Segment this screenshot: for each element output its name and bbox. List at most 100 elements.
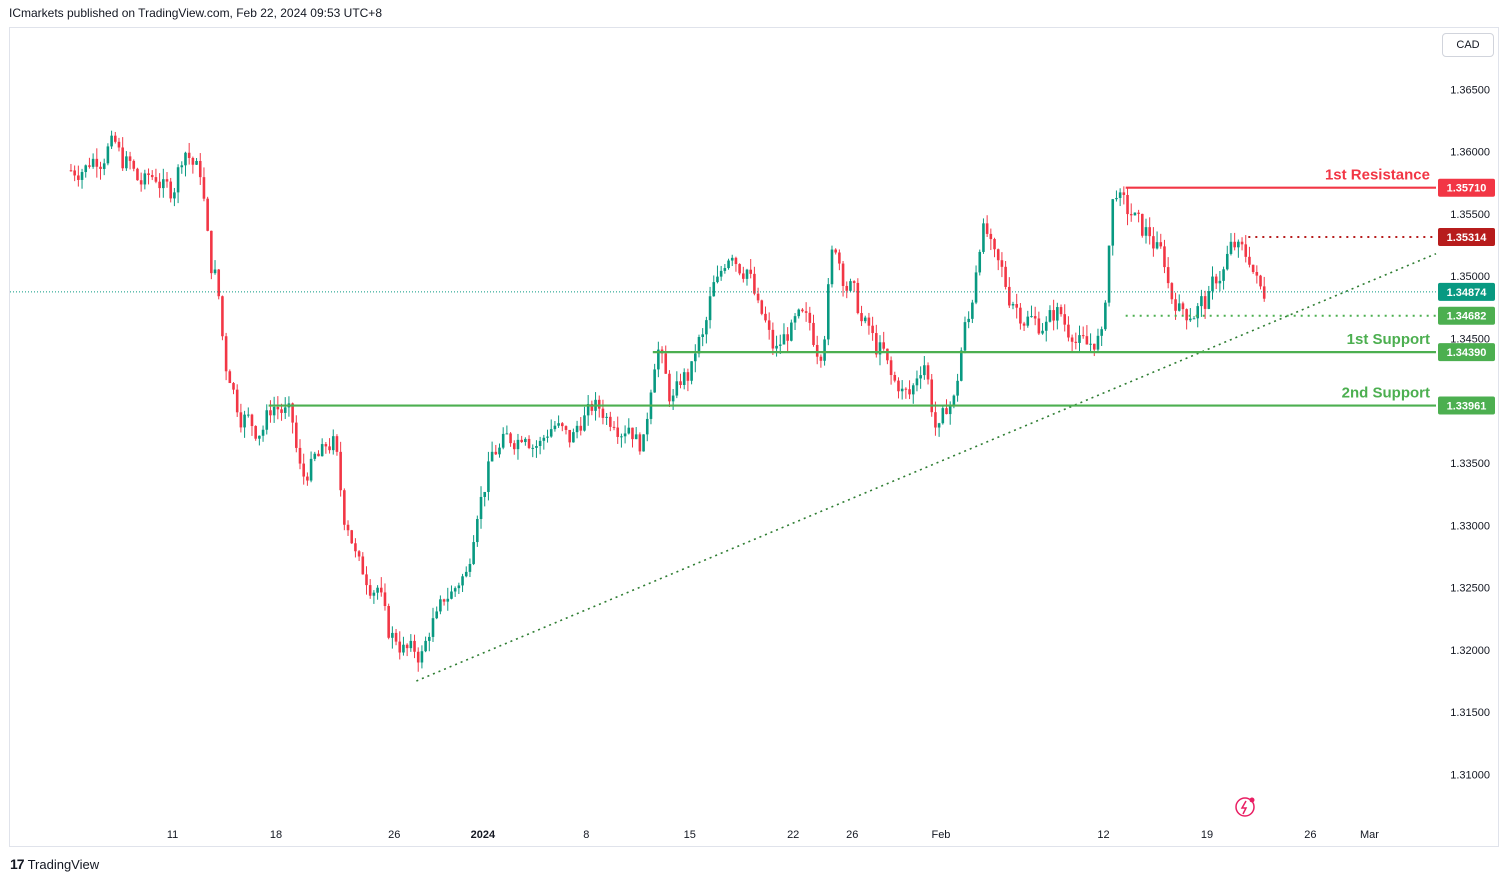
candle-body — [1248, 256, 1251, 265]
candle-body — [923, 365, 926, 376]
candle-body — [202, 177, 206, 199]
candle-body — [612, 426, 616, 428]
candle — [631, 427, 634, 448]
candle — [269, 400, 272, 423]
candle-body — [1229, 241, 1233, 254]
candle — [69, 163, 73, 172]
candle — [446, 587, 450, 611]
candle — [1059, 304, 1063, 317]
candle-body — [620, 436, 623, 438]
tradingview-footer[interactable]: 17 TradingView — [10, 856, 99, 872]
lightning-icon[interactable] — [1235, 797, 1255, 817]
candle — [1192, 315, 1196, 320]
candle-body — [1092, 343, 1096, 350]
candle — [1000, 252, 1004, 278]
y-tick-label: 1.34500 — [1450, 333, 1490, 345]
candle — [158, 173, 161, 198]
x-tick-label: 19 — [1201, 829, 1213, 841]
candle — [128, 151, 132, 170]
candle — [461, 573, 464, 593]
candle — [1181, 301, 1185, 316]
candle-body — [1126, 194, 1129, 215]
candle — [165, 172, 169, 188]
candle — [1041, 323, 1044, 335]
candle-body — [948, 404, 952, 415]
candle-body — [102, 163, 106, 169]
candle-body — [269, 410, 272, 416]
candle — [450, 585, 453, 600]
candle — [147, 168, 150, 185]
candle-body — [498, 447, 501, 455]
x-tick-label: 15 — [684, 829, 696, 841]
candle — [509, 432, 512, 447]
candle-body — [1067, 324, 1070, 338]
candle-body — [904, 388, 908, 390]
candle-body — [239, 412, 243, 428]
candle — [1022, 321, 1026, 332]
candle — [243, 410, 246, 438]
candle-body — [645, 418, 649, 435]
candle-body — [941, 408, 945, 424]
candle-body — [893, 374, 897, 381]
candle-body — [309, 458, 313, 481]
price-tag-bg — [1438, 282, 1495, 301]
candle-body — [147, 173, 150, 176]
candle-body — [930, 379, 934, 413]
candle — [561, 422, 564, 432]
candle-body — [804, 311, 808, 313]
candle — [1056, 302, 1059, 330]
candle — [760, 299, 764, 316]
candle-body — [110, 135, 113, 147]
candle — [1070, 334, 1074, 352]
candle-body — [1192, 318, 1196, 320]
candle-body — [686, 372, 690, 381]
tradingview-logo-icon: 17 — [10, 856, 25, 872]
candle — [834, 248, 837, 255]
candle-body — [1218, 280, 1222, 284]
axes-layer: 1.36500 1.36000 1.35500 1.35000 1.34500 1.335… — [167, 84, 1490, 841]
candle — [1225, 245, 1229, 271]
candle — [867, 312, 871, 335]
candle-body — [1244, 244, 1248, 257]
candle — [339, 441, 342, 497]
candle — [512, 440, 516, 455]
candle-body — [280, 409, 283, 413]
candle-body — [583, 415, 586, 431]
candle-body — [668, 373, 671, 402]
candle — [1107, 245, 1111, 307]
candle — [1144, 218, 1148, 244]
level-label: 2nd Support — [1342, 385, 1430, 402]
candle — [642, 434, 645, 452]
candle — [727, 258, 730, 270]
currency-button[interactable]: CAD — [1442, 33, 1494, 57]
candle — [457, 582, 461, 594]
candle-body — [1148, 227, 1151, 237]
level-label: 1st Resistance — [1325, 167, 1430, 184]
candle — [1244, 235, 1248, 263]
candle — [860, 305, 863, 326]
candle-body — [379, 587, 383, 593]
candle — [501, 427, 505, 450]
candle-body — [343, 490, 346, 525]
candle-body — [398, 641, 402, 653]
candle — [886, 348, 889, 365]
candle — [361, 552, 365, 575]
candle — [664, 345, 668, 374]
candle — [819, 354, 823, 368]
candle — [690, 361, 693, 385]
candle-body — [1185, 309, 1188, 321]
candle — [439, 595, 442, 615]
candle-body — [453, 588, 457, 592]
candle — [1008, 277, 1011, 308]
candle — [187, 142, 191, 165]
candle-body — [121, 147, 124, 169]
candle — [1237, 239, 1240, 258]
candle-body — [524, 438, 527, 443]
candle — [1248, 246, 1251, 268]
x-tick-label: 12 — [1097, 829, 1109, 841]
candle — [771, 322, 775, 355]
y-tick-label: 1.31000 — [1450, 769, 1490, 781]
candle-body — [967, 318, 970, 323]
candle-body — [184, 152, 187, 166]
